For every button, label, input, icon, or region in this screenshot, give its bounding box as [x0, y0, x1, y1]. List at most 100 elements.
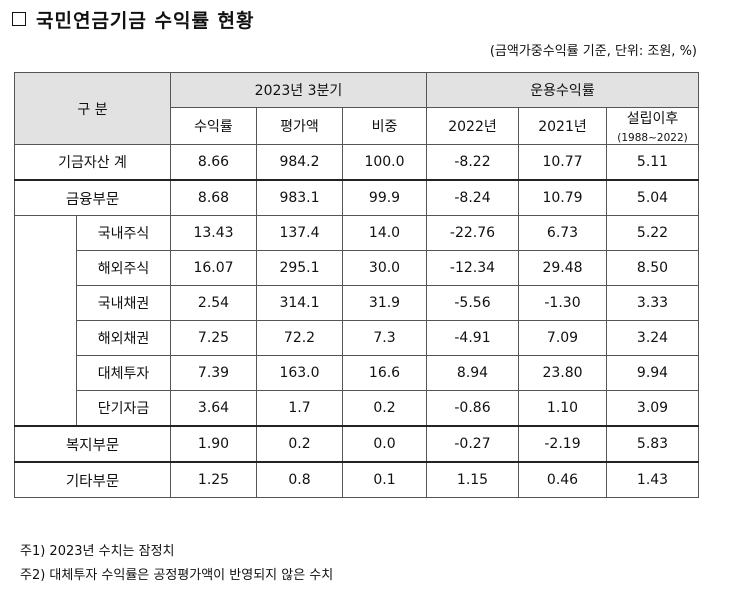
- cell: -8.24: [426, 179, 519, 216]
- row-label: 대체투자: [76, 355, 171, 391]
- table-row: 기타부문 1.25 0.8 0.1 1.15 0.46 1.43: [14, 461, 700, 498]
- cell: -2.19: [518, 425, 607, 463]
- table-row: 해외주식 16.07 295.1 30.0 -12.34 29.48 8.50: [15, 250, 700, 286]
- cell: 2.54: [170, 285, 257, 321]
- cell: -22.76: [426, 215, 519, 251]
- header-col-label: 설립이후: [626, 111, 679, 127]
- row-label: 국내주식: [76, 215, 171, 251]
- row-label: 금융부문: [14, 179, 171, 216]
- header-category: 구 분: [14, 72, 171, 145]
- cell: 1.10: [518, 390, 607, 427]
- header-col: 비중: [342, 107, 427, 145]
- row-label: 복지부문: [14, 425, 171, 463]
- table-row: 국내주식 13.43 137.4 14.0 -22.76 6.73 5.22: [14, 215, 700, 427]
- cell: 1.43: [605, 461, 700, 498]
- cell: 5.04: [605, 179, 700, 216]
- cell: 1.15: [426, 461, 519, 498]
- cell: 29.48: [518, 250, 607, 286]
- cell: 314.1: [256, 285, 343, 321]
- header-col-range: (1988~2022): [617, 132, 688, 144]
- table-row: 단기자금 3.64 1.7 0.2 -0.86 1.10 3.09: [15, 390, 700, 427]
- row-label: 기타부문: [14, 461, 171, 498]
- cell: -0.27: [426, 425, 519, 463]
- cell: 6.73: [518, 215, 607, 251]
- cell: 3.24: [605, 320, 700, 356]
- table-row: 기금자산 계 8.66 984.2 100.0 -8.22 10.77 5.11: [14, 144, 700, 181]
- cell: 31.9: [342, 285, 427, 321]
- cell: 1.25: [170, 461, 257, 498]
- header-group-returns: 운용수익률: [425, 72, 700, 108]
- table-row: 국내채권 2.54 314.1 31.9 -5.56 -1.30 3.33: [15, 285, 700, 321]
- cell: 99.9: [342, 179, 427, 216]
- cell: 16.07: [170, 250, 257, 286]
- cell: 72.2: [256, 320, 343, 356]
- cell: -5.56: [426, 285, 519, 321]
- header-group-quarter: 2023년 3분기: [170, 72, 427, 108]
- cell: -1.30: [518, 285, 607, 321]
- cell: 0.2: [256, 425, 343, 463]
- row-label: 국내채권: [76, 285, 171, 321]
- header-col: 수익률: [170, 107, 257, 145]
- footnote: 주1) 2023년 수치는 잠정치: [20, 544, 175, 559]
- header-col: 2021년: [518, 107, 607, 145]
- cell: 0.46: [518, 461, 607, 498]
- cell: 8.94: [426, 355, 519, 391]
- cell: -8.22: [426, 144, 519, 181]
- header-col-since: 설립이후 (1988~2022): [605, 107, 700, 145]
- cell: 163.0: [256, 355, 343, 391]
- cell: 3.09: [605, 390, 700, 427]
- cell: 983.1: [256, 179, 343, 216]
- cell: 9.94: [605, 355, 700, 391]
- cell: 3.64: [170, 390, 257, 427]
- cell: 10.77: [518, 144, 607, 181]
- cell: 16.6: [342, 355, 427, 391]
- cell: 0.1: [342, 461, 427, 498]
- row-label: 해외주식: [76, 250, 171, 286]
- page-title: 국민연금기금 수익률 현황: [12, 6, 255, 33]
- title-text: 국민연금기금 수익률 현황: [36, 10, 255, 32]
- cell: 5.83: [605, 425, 700, 463]
- table-row: 복지부문 1.90 0.2 0.0 -0.27 -2.19 5.83: [14, 425, 700, 463]
- cell: 10.79: [518, 179, 607, 216]
- footnote: 주2) 대체투자 수익률은 공정평가액이 반영되지 않은 수치: [20, 568, 334, 583]
- row-label: 해외채권: [76, 320, 171, 356]
- returns-table: 구 분 2023년 3분기 운용수익률 수익률 평가액 비중 2022년 202…: [14, 72, 700, 498]
- cell: 30.0: [342, 250, 427, 286]
- cell: 7.39: [170, 355, 257, 391]
- table-row: 해외채권 7.25 72.2 7.3 -4.91 7.09 3.24: [15, 320, 700, 356]
- cell: 1.90: [170, 425, 257, 463]
- cell: 100.0: [342, 144, 427, 181]
- cell: 14.0: [342, 215, 427, 251]
- checkbox-square-icon: [12, 12, 26, 26]
- cell: 23.80: [518, 355, 607, 391]
- cell: -0.86: [426, 390, 519, 427]
- cell: 8.50: [605, 250, 700, 286]
- cell: 0.2: [342, 390, 427, 427]
- cell: 5.22: [605, 215, 700, 251]
- header-col: 평가액: [256, 107, 343, 145]
- row-label: 기금자산 계: [14, 144, 171, 181]
- cell: 295.1: [256, 250, 343, 286]
- cell: -4.91: [426, 320, 519, 356]
- cell: 8.68: [170, 179, 257, 216]
- cell: 7.3: [342, 320, 427, 356]
- cell: 3.33: [605, 285, 700, 321]
- cell: 5.11: [605, 144, 700, 181]
- cell: 0.0: [342, 425, 427, 463]
- unit-note: (금액가중수익률 기준, 단위: 조원, %): [489, 44, 697, 59]
- row-label: 단기자금: [76, 390, 171, 427]
- cell: 137.4: [256, 215, 343, 251]
- cell: 0.8: [256, 461, 343, 498]
- table-row: 대체투자 7.39 163.0 16.6 8.94 23.80 9.94: [15, 355, 700, 391]
- cell: 13.43: [170, 215, 257, 251]
- table-row: 금융부문 8.68 983.1 99.9 -8.24 10.79 5.04: [14, 179, 700, 216]
- cell: 7.25: [170, 320, 257, 356]
- cell: 7.09: [518, 320, 607, 356]
- cell: 1.7: [256, 390, 343, 427]
- cell: -12.34: [426, 250, 519, 286]
- cell: 984.2: [256, 144, 343, 181]
- header-col: 2022년: [426, 107, 519, 145]
- indent-spacer: [14, 215, 77, 427]
- footnotes: 주1) 2023년 수치는 잠정치 주2) 대체투자 수익률은 공정평가액이 반…: [20, 540, 333, 588]
- cell: 8.66: [170, 144, 257, 181]
